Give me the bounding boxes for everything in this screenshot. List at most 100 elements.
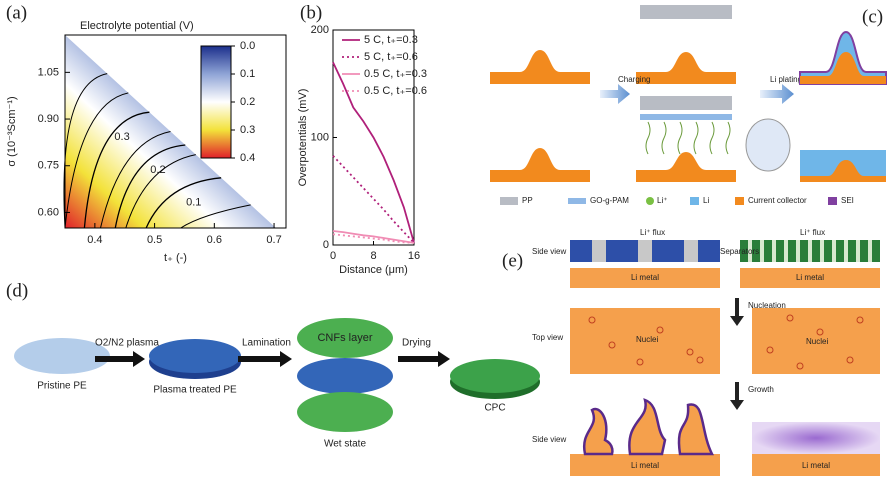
legend-c: PP GO-g-PAM Li⁺ Li Current collector SEI [500, 196, 854, 205]
nuclei-label: Nuclei [636, 335, 658, 344]
y-tick-label: 0 [323, 239, 329, 251]
sei-layer [752, 422, 880, 454]
step-label: Growth [748, 385, 774, 394]
arrow [730, 298, 744, 410]
x-tick-label: 8 [370, 250, 376, 262]
contour-label: 0.2 [150, 164, 165, 176]
legend-text: GO-g-PAM [590, 196, 629, 205]
panel-label: (e) [502, 250, 523, 271]
x-axis-label: Distance (μm) [339, 264, 408, 276]
pp-layer [640, 96, 732, 110]
contour-line [145, 177, 222, 229]
legend-text: Li [703, 196, 709, 205]
nuclei-label: Nuclei [806, 337, 828, 346]
stage-label: CPC [484, 403, 505, 414]
chart-title: Electrolyte potential (V) [80, 20, 194, 32]
pp-layer [640, 5, 732, 19]
pe-disk [14, 338, 110, 374]
series-line [332, 61, 415, 244]
x-tick-label: 0 [330, 250, 336, 262]
contour-line [180, 204, 251, 229]
contour-line [83, 111, 150, 229]
stage-label: Plasma treated PE [153, 385, 237, 396]
contour-label: 0.3 [114, 131, 129, 143]
chains [645, 121, 731, 155]
panel-c: Charging Li plating PP GO-g-PAM Li⁺ Li C… [490, 5, 887, 205]
metal-label: Li metal [796, 273, 824, 282]
x-tick-label: 0.5 [147, 234, 162, 246]
x-tick-label: 0.6 [207, 234, 222, 246]
bump [800, 160, 886, 182]
separator-label: Separators [720, 247, 759, 256]
view-label: Side view [532, 247, 566, 256]
nuclei [588, 314, 864, 370]
legend-text: Current collector [748, 196, 807, 205]
colorbar-label: 0.2 [240, 96, 255, 108]
y-tick-label: 1.05 [38, 66, 59, 78]
arrow [760, 84, 794, 104]
legend-text: SEI [841, 196, 854, 205]
step-label: O2/N2 plasma [95, 338, 159, 349]
panel-e: Li⁺ flux Li⁺ flux Side view Top view Sid… [532, 228, 880, 476]
bump [490, 50, 736, 182]
colorbar [200, 45, 232, 159]
go-layer [640, 114, 732, 120]
metal-label: Li metal [802, 461, 830, 470]
metal-label: Li metal [631, 273, 659, 282]
colorbar-label: 0.1 [240, 68, 255, 80]
flux-label: Li⁺ flux [640, 228, 665, 237]
cnf-disk [297, 318, 393, 358]
pe-disk [297, 358, 393, 394]
y-tick-label: 200 [311, 24, 329, 36]
x-axis-label: t₊ (-) [164, 252, 187, 264]
panel-label: (c) [862, 6, 883, 27]
y-tick-label: 0.90 [38, 113, 59, 125]
step-label: Nucleation [748, 301, 786, 310]
colorbar-label: 0.3 [240, 124, 255, 136]
contour-label: 0.1 [186, 197, 201, 209]
y-axis-label: Overpotentials (mV) [297, 89, 309, 187]
y-tick-label: 0.60 [38, 206, 59, 218]
x-tick-label: 0.4 [87, 234, 102, 246]
legend-text: 0.5 C, t₊=0.3 [364, 68, 427, 80]
contour-line [100, 131, 171, 229]
step-label: Drying [402, 338, 431, 349]
panel-label: (a) [6, 2, 27, 23]
y-axis-label: σ (10⁻³Scm⁻¹) [6, 96, 18, 166]
legend-text: 5 C, t₊=0.6 [364, 51, 418, 63]
contour-line [125, 154, 196, 229]
li-metal [740, 268, 880, 288]
x-tick-label: 16 [408, 250, 420, 262]
li-metal [752, 308, 880, 374]
contour-line [114, 144, 186, 229]
y-tick-label: 0.75 [38, 160, 59, 172]
colorbar-label: 0.0 [240, 40, 255, 52]
cpc-disk [450, 359, 540, 393]
contour-line [63, 73, 108, 229]
dendrite [582, 398, 715, 456]
panel-label: (b) [300, 2, 322, 23]
legend-text: Li⁺ [657, 196, 667, 205]
view-label: Top view [532, 333, 563, 342]
colorbar-label: 0.4 [240, 152, 255, 164]
arrow [600, 84, 630, 104]
flux-label: Li⁺ flux [800, 228, 825, 237]
series-line [332, 155, 415, 244]
layer-label: CNFs layer [317, 332, 372, 344]
panel-label: (d) [6, 280, 28, 301]
arrow-label: Li plating [770, 75, 802, 84]
legend-text: PP [522, 196, 533, 205]
bump [800, 52, 886, 84]
legend-text: 5 C, t₊=0.3 [364, 34, 418, 46]
li-metal [570, 454, 720, 476]
li-metal [752, 454, 880, 476]
step-label: Lamination [242, 338, 291, 349]
li-metal [570, 268, 720, 288]
series-line [332, 233, 415, 244]
arrow-label: Charging [618, 75, 650, 84]
contour-line [64, 92, 129, 229]
view-label: Side view [532, 435, 566, 444]
x-tick-label: 0.7 [266, 234, 281, 246]
arrow [95, 351, 450, 367]
